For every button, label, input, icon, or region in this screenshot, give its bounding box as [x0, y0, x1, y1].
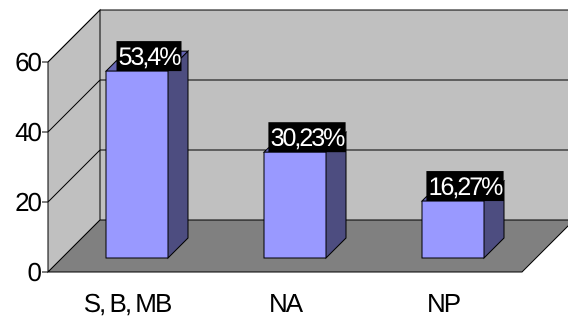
data-label-0: 53,4%	[116, 41, 183, 72]
data-label-2: 16,27%	[426, 171, 505, 202]
data-label-bg	[268, 122, 346, 153]
category-label: S, B, MB	[84, 288, 171, 318]
y-tick-label: 60	[15, 47, 41, 77]
gridline-20	[47, 149, 568, 203]
gridline-40	[47, 79, 568, 133]
gridline-60	[47, 9, 568, 63]
category-label: NA	[269, 288, 304, 318]
data-label-bg	[116, 41, 182, 72]
gridlines	[47, 9, 568, 203]
bar-front-face	[421, 200, 485, 259]
value-axis: 0 20 40 60	[15, 47, 49, 287]
category-label: NP	[427, 288, 460, 318]
data-label-1: 30,23%	[268, 122, 347, 153]
data-label-text: 30,23%	[271, 124, 346, 152]
bar-front-face	[105, 70, 169, 259]
y-tick-label: 40	[15, 117, 41, 147]
bar-front-face	[263, 151, 327, 259]
bar-side-face	[167, 49, 189, 260]
data-label-bg	[426, 171, 504, 202]
data-label-text: 53,4%	[119, 43, 182, 71]
y-tick-label: 20	[15, 187, 41, 217]
y-tick-label: 0	[28, 257, 42, 287]
category-axis: S, B, MB NA NP	[84, 288, 462, 318]
bar-0	[104, 49, 190, 260]
data-label-text: 16,27%	[429, 173, 504, 201]
data-labels: 53,4% 30,23% 16,27%	[116, 41, 505, 202]
